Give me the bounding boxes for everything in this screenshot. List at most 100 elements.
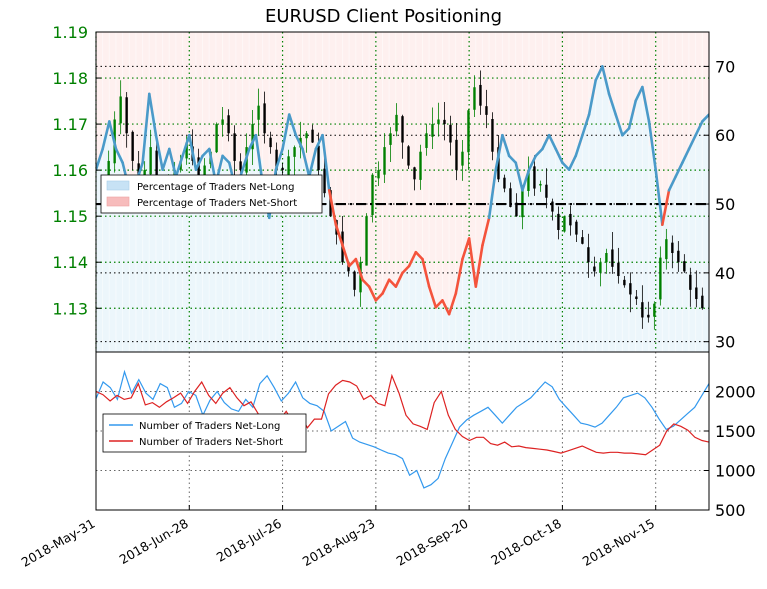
- net-long-fill: [475, 265, 483, 352]
- net-long-fill: [355, 269, 364, 352]
- net-long-fill: [449, 303, 457, 352]
- net-long-fill: [189, 152, 197, 352]
- right-tick-label: 60: [715, 126, 735, 145]
- legend-swatch: [106, 196, 130, 207]
- candle-body: [419, 151, 422, 180]
- count-tick-label: 500: [715, 501, 746, 520]
- net-long-fill: [702, 118, 709, 352]
- net-short-fill: [209, 32, 217, 167]
- net-short-fill: [689, 32, 697, 143]
- net-short-fill: [269, 32, 277, 194]
- net-long-fill: [542, 142, 550, 352]
- net-long-fill: [162, 159, 170, 352]
- percent-line-segment: [427, 285, 438, 309]
- percent-line-segment: [621, 127, 631, 137]
- candle-body: [665, 239, 668, 260]
- net-short-fill: [135, 32, 144, 174]
- right-tick-label: 50: [715, 195, 735, 214]
- percent-line-segment: [701, 113, 709, 123]
- net-short-fill: [109, 32, 117, 136]
- net-long-fill: [482, 231, 490, 352]
- net-short-fill: [102, 32, 110, 136]
- net-short-fill: [602, 32, 610, 81]
- candle-body: [221, 119, 224, 125]
- net-long-fill: [122, 176, 130, 352]
- net-short-fill: [389, 32, 397, 284]
- net-long-fill: [209, 166, 217, 352]
- percent-line-segment: [421, 257, 431, 288]
- candle-body: [473, 87, 476, 110]
- net-short-fill: [242, 32, 250, 160]
- net-short-fill: [349, 32, 357, 263]
- candle-body: [125, 97, 128, 134]
- percent-line-segment: [201, 147, 211, 158]
- net-long-fill: [249, 142, 257, 352]
- percent-line-segment: [281, 113, 291, 151]
- candle-body: [143, 170, 146, 179]
- net-long-fill: [409, 259, 417, 352]
- percent-line-segment: [554, 147, 564, 165]
- net-long-fill: [635, 93, 643, 352]
- candle-body: [149, 147, 152, 175]
- percent-line-segment: [447, 292, 458, 316]
- x-tick-label: 2018-Jun-28: [117, 516, 191, 567]
- candle-body: [443, 119, 446, 125]
- net-short-fill: [382, 32, 390, 287]
- legend-label: Number of Traders Net-Long: [139, 421, 280, 432]
- net-short-fill: [475, 32, 483, 266]
- percent-line-segment: [361, 278, 371, 288]
- candle-body: [461, 151, 464, 166]
- percent-line-segment: [574, 133, 584, 158]
- net-long-fill: [469, 262, 477, 352]
- percent-line-segment: [387, 278, 398, 288]
- net-short-fill: [262, 32, 270, 201]
- net-short-fill: [702, 32, 709, 119]
- net-long-fill: [322, 162, 330, 352]
- candle-body: [353, 271, 356, 290]
- percent-line-segment: [247, 133, 258, 151]
- right-tick-label: 70: [715, 57, 735, 76]
- net-long-fill: [335, 235, 344, 352]
- left-tick-label: 1.16: [52, 161, 88, 180]
- net-short-fill: [429, 32, 437, 297]
- net-long-fill: [195, 162, 204, 352]
- net-short-fill: [395, 32, 403, 280]
- background-fill: [96, 32, 709, 352]
- net-long-fill: [695, 128, 703, 352]
- net-long-fill: [349, 262, 357, 352]
- net-short-fill: [569, 32, 577, 163]
- net-long-fill: [442, 307, 450, 352]
- percent-line-segment: [594, 65, 604, 82]
- net-short-fill: [129, 32, 137, 187]
- net-short-fill: [482, 32, 490, 232]
- percent-line-segment: [654, 168, 664, 226]
- net-short-fill: [115, 32, 124, 156]
- net-short-fill: [595, 32, 603, 74]
- net-long-fill: [389, 283, 397, 352]
- percent-line-segment: [521, 168, 531, 192]
- net-short-fill: [582, 32, 590, 125]
- net-short-fill: [502, 32, 510, 146]
- count-tick-label: 1500: [715, 422, 756, 441]
- percent-line-segment: [467, 237, 478, 288]
- candle-body: [551, 201, 554, 212]
- percent-line-segment: [181, 133, 191, 158]
- percent-line-segment: [241, 147, 251, 171]
- percent-line-segment: [114, 147, 124, 165]
- percent-line-segment: [607, 92, 618, 116]
- net-long-fill: [295, 142, 304, 352]
- count-tick-label: 1000: [715, 462, 756, 481]
- candle-body: [599, 262, 602, 273]
- net-short-fill: [315, 32, 324, 143]
- net-short-fill: [562, 32, 570, 167]
- net-short-fill: [655, 32, 663, 198]
- candle-body: [413, 167, 416, 180]
- candle-body: [311, 129, 314, 143]
- percent-line-segment: [561, 161, 571, 171]
- percent-line-segment: [674, 161, 684, 178]
- candle-body: [305, 133, 308, 139]
- left-tick-label: 1.18: [52, 69, 88, 88]
- x-tick-label: 2018-Oct-18: [488, 516, 564, 568]
- net-long-fill: [435, 303, 443, 352]
